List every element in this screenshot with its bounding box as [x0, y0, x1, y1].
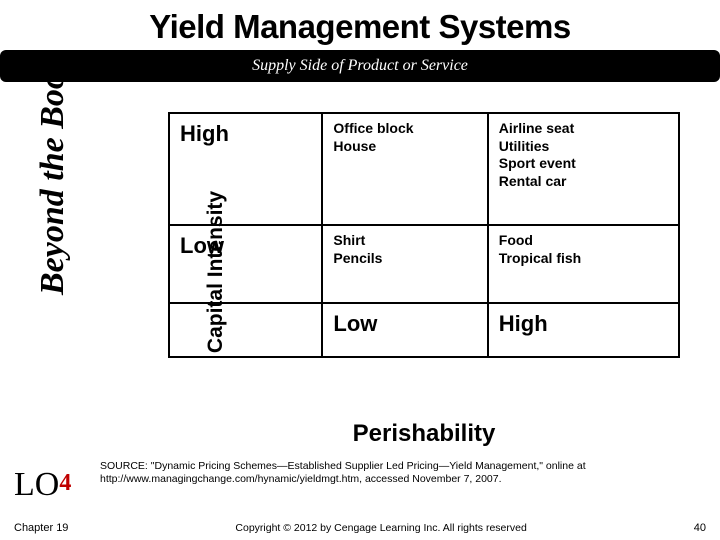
copyright-text: Copyright © 2012 by Cengage Learning Inc…	[68, 522, 693, 534]
title-bar: Yield Management Systems	[0, 0, 720, 48]
slide-subtitle: Supply Side of Product or Service	[252, 57, 468, 75]
beyond-the-book-label: Beyond the Book	[34, 55, 72, 295]
cell-high-low: Office blockHouse	[322, 113, 487, 225]
source-citation: SOURCE: "Dynamic Pricing Schemes—Establi…	[100, 460, 700, 486]
row-label-low: Low	[169, 225, 322, 303]
x-axis-label: Perishability	[168, 420, 680, 448]
subtitle-band: Supply Side of Product or Service	[0, 50, 720, 82]
col-label-low: Low	[322, 303, 487, 357]
matrix-table: High Office blockHouse Airline seatUtili…	[168, 112, 680, 358]
slide-title: Yield Management Systems	[0, 8, 720, 46]
lo-prefix: LO	[14, 466, 59, 503]
learning-objective-badge: LO4	[14, 466, 71, 504]
page-number: 40	[694, 522, 706, 534]
cell-low-high: FoodTropical fish	[488, 225, 679, 303]
cell-high-high: Airline seatUtilitiesSport eventRental c…	[488, 113, 679, 225]
cell-low-low: ShirtPencils	[322, 225, 487, 303]
footer: Chapter 19 Copyright © 2012 by Cengage L…	[14, 522, 706, 534]
lo-number: 4	[59, 470, 71, 496]
empty-cell	[169, 303, 322, 357]
row-label-high: High	[169, 113, 322, 225]
col-label-high: High	[488, 303, 679, 357]
chapter-label: Chapter 19	[14, 522, 68, 534]
